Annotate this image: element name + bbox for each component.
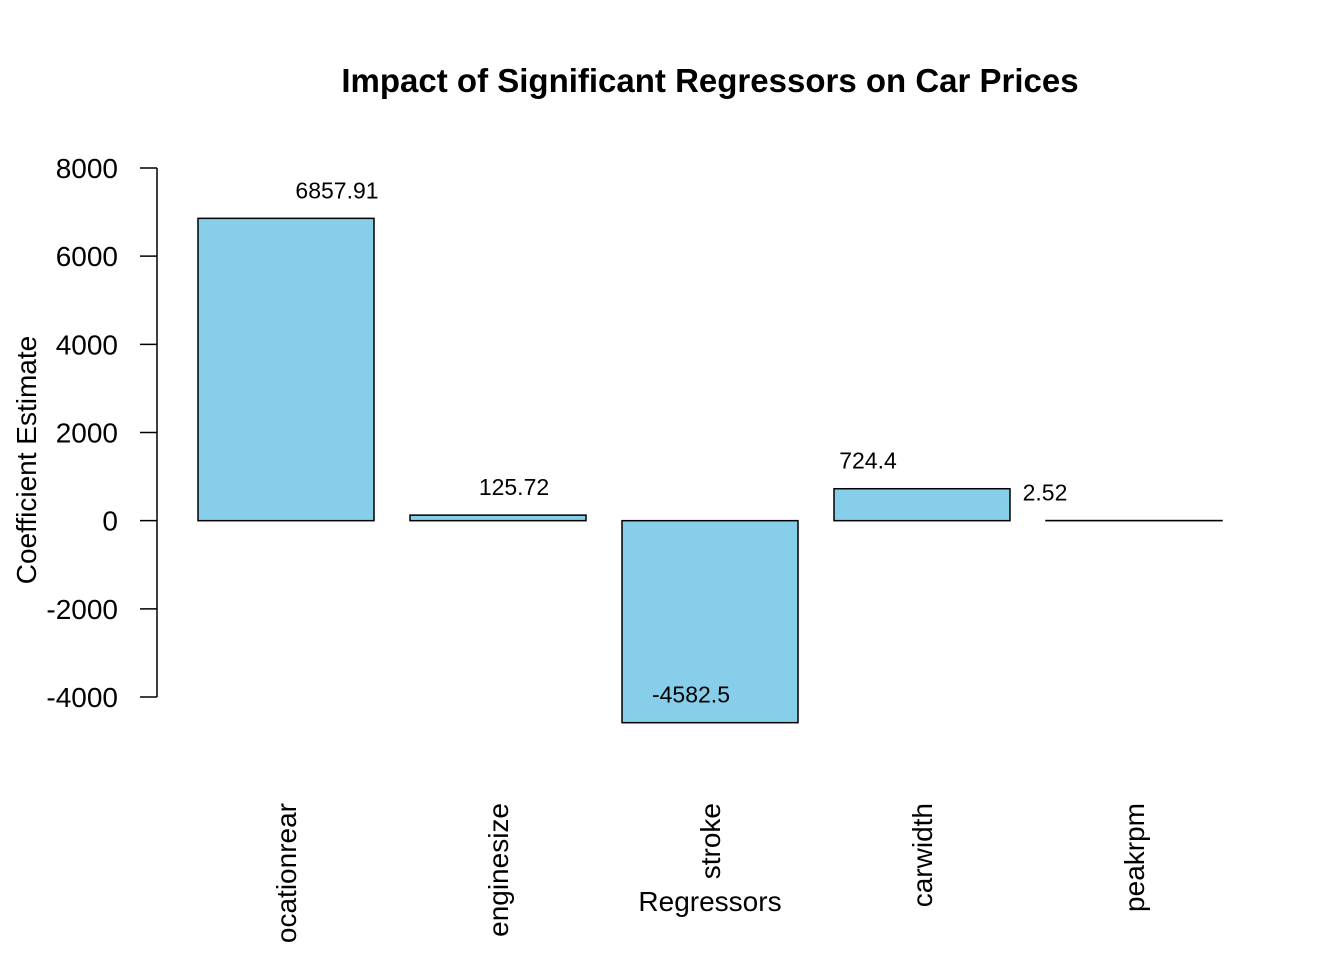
- bar: [621, 519, 799, 724]
- y-axis-title: Coefficient Estimate: [11, 336, 42, 585]
- bar: [833, 487, 1011, 522]
- bar: [197, 217, 375, 522]
- y-tick-label: -2000: [46, 594, 118, 625]
- value-label: 2.52: [1023, 480, 1068, 506]
- value-label: -4582.5: [652, 682, 730, 708]
- x-tick-label: carwidth: [907, 803, 938, 907]
- value-label: 724.4: [839, 448, 897, 474]
- x-tick-label: ocationrear: [271, 803, 302, 943]
- x-tick-label: enginesize: [483, 803, 514, 937]
- x-axis-title: Regressors: [638, 886, 781, 917]
- y-tick-label: 4000: [56, 329, 118, 360]
- y-tick-label: -4000: [46, 682, 118, 713]
- value-label: 125.72: [479, 474, 549, 500]
- value-label: 6857.91: [295, 177, 378, 203]
- y-tick-label: 2000: [56, 418, 118, 449]
- x-tick-label: stroke: [695, 803, 726, 879]
- y-tick-label: 6000: [56, 241, 118, 272]
- chart-title: Impact of Significant Regressors on Car …: [341, 62, 1078, 99]
- bar: [409, 514, 587, 522]
- y-tick-label: 8000: [56, 153, 118, 184]
- x-tick-label: peakrpm: [1119, 803, 1150, 912]
- y-tick-label: 0: [102, 506, 118, 537]
